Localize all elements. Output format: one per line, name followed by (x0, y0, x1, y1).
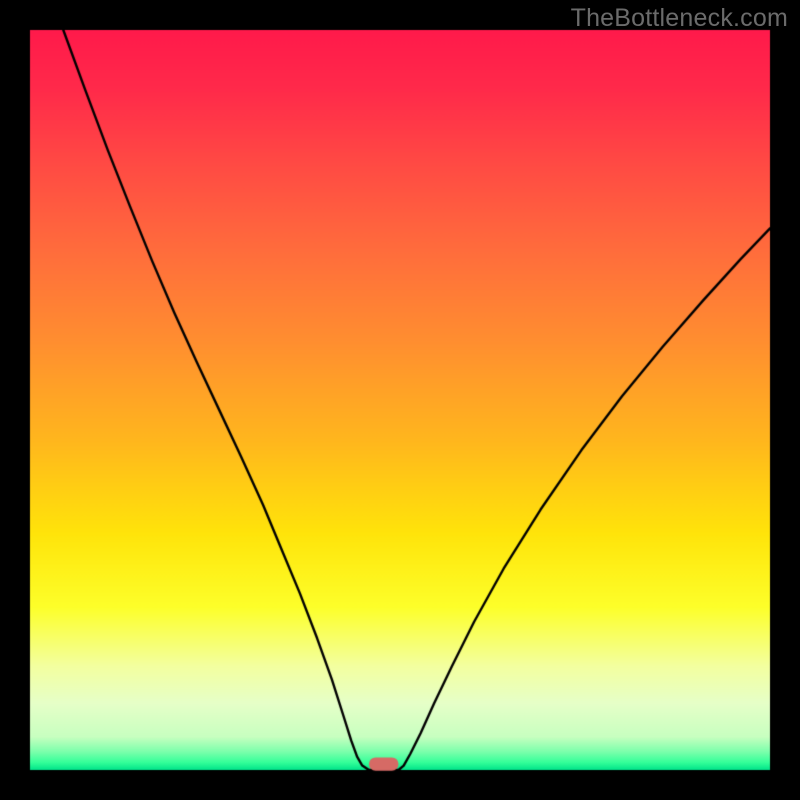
bottleneck-chart (0, 0, 800, 800)
watermark-text: TheBottleneck.com (571, 4, 788, 33)
